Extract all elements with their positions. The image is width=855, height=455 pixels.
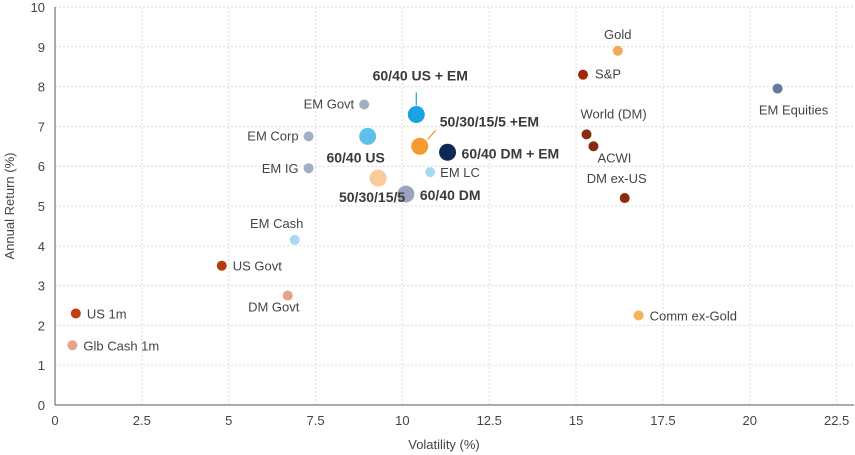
label-50-30-15-5: 50/30/15/5: [339, 189, 405, 205]
label-glb-cash-1m: Glb Cash 1m: [83, 338, 159, 353]
point-50-30-15-5: [369, 169, 387, 187]
x-tick-label: 5: [225, 413, 232, 428]
point-em-ig: [303, 163, 314, 174]
data-points: [67, 45, 783, 351]
label-60-40-us: 60/40 US: [326, 149, 384, 165]
point-acwi: [588, 141, 599, 152]
y-tick-label: 3: [38, 279, 45, 294]
label-gold: Gold: [604, 27, 631, 42]
label-s-p: S&P: [595, 67, 621, 82]
y-tick-label: 9: [38, 40, 45, 55]
gridlines: [54, 6, 854, 406]
point-em-govt: [359, 99, 370, 110]
point-em-corp: [303, 131, 314, 142]
callout-lines: [415, 92, 437, 140]
y-tick-label: 1: [38, 358, 45, 373]
data-labels: Gold S&P EM Equities 60/40 US + EM EM Govt EM…: [83, 27, 828, 354]
label-world-dm: World (DM): [581, 106, 647, 121]
point-60-40-us-em: [407, 105, 425, 123]
point-60-40-us: [359, 127, 377, 145]
point-dm-ex-us: [619, 193, 630, 204]
x-tick-label: 17.5: [650, 413, 675, 428]
y-tick-label: 0: [38, 398, 45, 413]
y-tick-label: 7: [38, 119, 45, 134]
point-us-1m: [70, 308, 81, 319]
y-axis-title: Annual Return (%): [2, 153, 17, 260]
x-tick-label: 12.5: [477, 413, 502, 428]
point-60-40-dm-em: [439, 143, 457, 161]
y-tick-label: 4: [38, 239, 45, 254]
point-em-cash: [289, 234, 300, 245]
point-60-40-dm: [397, 185, 415, 203]
label-50-30-15-5-em: 50/30/15/5 +EM: [440, 113, 539, 129]
x-tick-label: 0: [51, 413, 58, 428]
label-us-1m: US 1m: [87, 306, 127, 321]
y-tick-label: 8: [38, 80, 45, 95]
y-tick-label: 5: [38, 199, 45, 214]
point-world-dm: [581, 129, 592, 140]
x-tick-label: 22.5: [824, 413, 849, 428]
label-em-ig: EM IG: [262, 161, 299, 176]
axes: 0 2.5 5 7.5 10 12.5 15 17.5 20 22.5 0 1 2 3 4 5 6 7 8 9 10: [31, 0, 854, 428]
x-tick-label: 2.5: [133, 413, 151, 428]
label-us-govt: US Govt: [233, 259, 283, 274]
y-tick-label: 6: [38, 159, 45, 174]
point-comm-ex-gold: [633, 310, 644, 321]
label-comm-ex-gold: Comm ex-Gold: [650, 308, 737, 323]
label-em-corp: EM Corp: [247, 128, 298, 143]
point-50-30-15-5-em: [411, 137, 429, 155]
x-tick-label: 10: [395, 413, 409, 428]
point-s-p: [578, 69, 589, 80]
x-tick-label: 20: [743, 413, 757, 428]
label-60-40-dm: 60/40 DM: [420, 187, 481, 203]
point-gold: [612, 45, 623, 56]
x-tick-label: 15: [569, 413, 583, 428]
label-em-govt: EM Govt: [304, 97, 355, 112]
point-glb-cash-1m: [67, 340, 78, 351]
label-dm-govt: DM Govt: [248, 300, 300, 315]
point-em-lc: [425, 167, 436, 178]
x-tick-label: 7.5: [307, 413, 325, 428]
callout-line-50-30-15-5-em: [427, 129, 437, 140]
point-dm-govt: [282, 290, 293, 301]
label-em-lc: EM LC: [440, 165, 480, 180]
label-60-40-us-em: 60/40 US + EM: [373, 67, 468, 83]
point-em-equities: [772, 83, 783, 94]
label-60-40-dm-em: 60/40 DM + EM: [462, 145, 560, 161]
y-tick-label: 2: [38, 318, 45, 333]
y-tick-label: 10: [31, 0, 45, 15]
label-em-cash: EM Cash: [250, 216, 303, 231]
label-acwi: ACWI: [597, 150, 631, 165]
label-em-equities: EM Equities: [759, 103, 829, 118]
x-axis-title: Volatility (%): [408, 437, 480, 452]
point-us-govt: [216, 260, 227, 271]
label-dm-ex-us: DM ex-US: [587, 171, 647, 186]
